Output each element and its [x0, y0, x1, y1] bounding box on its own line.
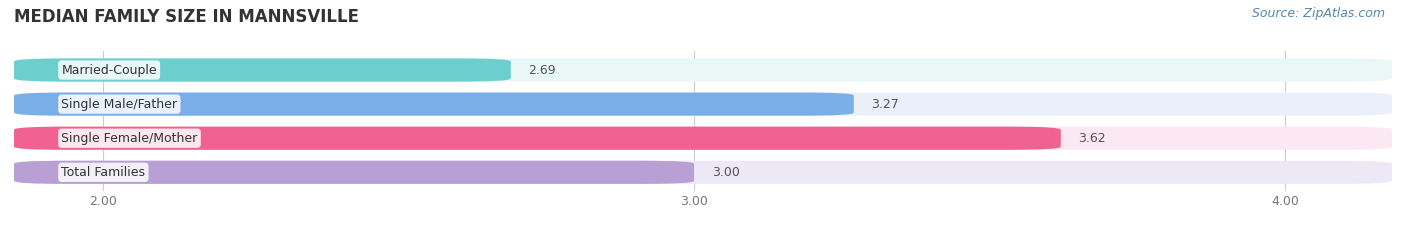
- Text: Married-Couple: Married-Couple: [62, 64, 157, 76]
- Text: Total Families: Total Families: [62, 166, 145, 179]
- FancyBboxPatch shape: [14, 127, 1392, 150]
- Text: Single Female/Mother: Single Female/Mother: [62, 132, 198, 145]
- FancyBboxPatch shape: [14, 58, 510, 82]
- Text: Source: ZipAtlas.com: Source: ZipAtlas.com: [1251, 7, 1385, 20]
- Text: MEDIAN FAMILY SIZE IN MANNSVILLE: MEDIAN FAMILY SIZE IN MANNSVILLE: [14, 8, 359, 26]
- FancyBboxPatch shape: [14, 93, 1392, 116]
- Text: 3.62: 3.62: [1078, 132, 1107, 145]
- FancyBboxPatch shape: [14, 93, 853, 116]
- FancyBboxPatch shape: [14, 58, 1392, 82]
- Text: 2.69: 2.69: [529, 64, 557, 76]
- Text: 3.00: 3.00: [711, 166, 740, 179]
- Text: 3.27: 3.27: [872, 98, 900, 111]
- Text: Single Male/Father: Single Male/Father: [62, 98, 177, 111]
- FancyBboxPatch shape: [14, 161, 1392, 184]
- FancyBboxPatch shape: [14, 161, 695, 184]
- FancyBboxPatch shape: [14, 127, 1060, 150]
